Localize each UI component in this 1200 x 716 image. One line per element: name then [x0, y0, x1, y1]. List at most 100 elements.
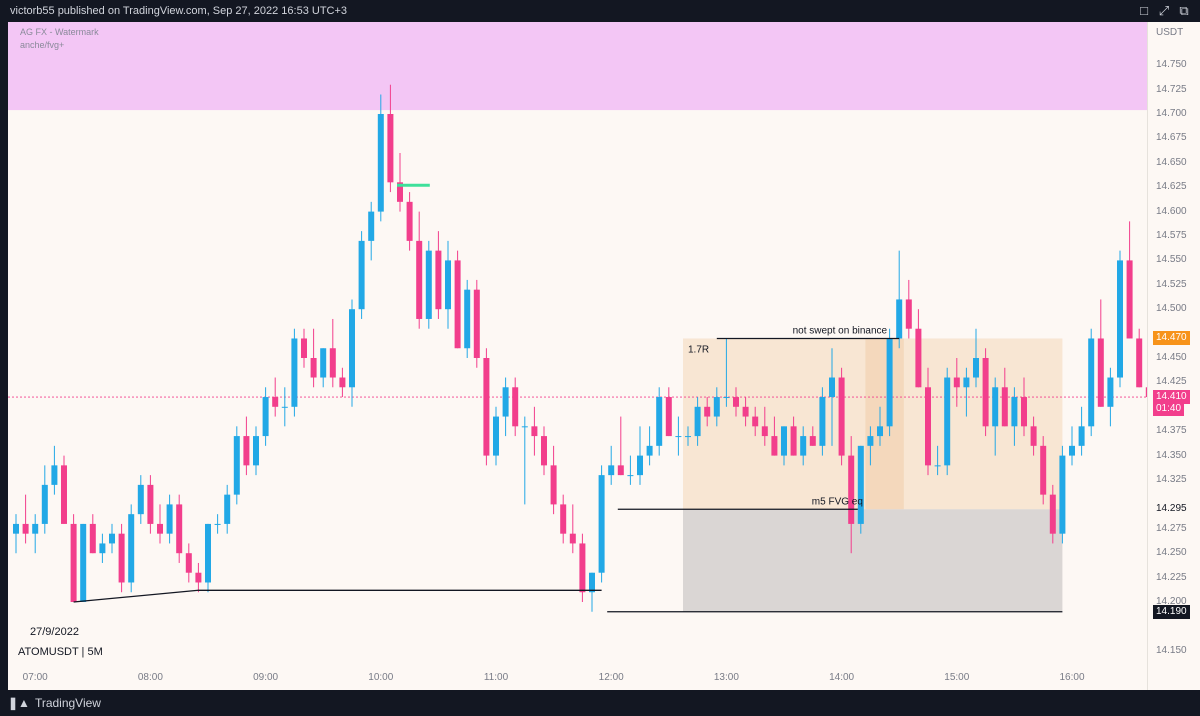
candle-body	[752, 416, 759, 427]
y-tick-label: 14.375	[1156, 425, 1187, 437]
candle-body	[934, 465, 941, 467]
candle-body	[656, 397, 663, 446]
candle-body	[646, 445, 653, 456]
candle-body	[1088, 338, 1095, 427]
price-axis[interactable]: 14.750 14.725 14.700 14.675 14.650 14.625 14.6…	[1147, 22, 1200, 690]
candle-body	[694, 406, 701, 437]
candle-body	[579, 543, 586, 593]
candle-body	[368, 211, 375, 241]
candle-body	[771, 436, 778, 456]
candle-body	[953, 377, 960, 388]
entry-highlight-zone	[865, 338, 904, 510]
x-tick-label: 09:00	[253, 672, 278, 683]
x-tick-label: 14:00	[829, 672, 854, 683]
stop-price-tag: 14.190	[1153, 604, 1190, 619]
candle-body	[464, 289, 471, 349]
candle-body	[1040, 445, 1047, 495]
y-tick-label: 14.700	[1156, 108, 1187, 119]
candle-body	[1136, 338, 1143, 388]
x-tick-label: 13:00	[714, 672, 739, 683]
candle-body	[560, 504, 567, 534]
candle-body	[733, 397, 739, 407]
fvg-eq-label: m5 FVG eq	[812, 496, 863, 507]
candle-body	[925, 387, 931, 466]
candle-body	[1078, 426, 1085, 446]
candle-body	[790, 426, 797, 456]
target-price-tag: 14.470	[1153, 331, 1190, 346]
candle-body	[70, 523, 77, 602]
candle-body	[742, 406, 749, 417]
candle-body	[416, 240, 423, 319]
y-tick-label: 14.525	[1156, 278, 1187, 290]
current-price-tag: 14.410	[1153, 390, 1190, 405]
candle-body	[329, 348, 336, 378]
y-tick-label: 14.500	[1156, 303, 1187, 315]
x-tick-label: 15:00	[944, 672, 969, 683]
candle-body	[809, 436, 816, 446]
candle-body	[1107, 377, 1114, 407]
candlestick-chart[interactable]: 1.7R not swept on binance m5 FVG eq 07:00 08…	[8, 22, 1147, 690]
candle-body	[905, 299, 912, 329]
candle-body	[915, 328, 922, 388]
candle-body	[819, 397, 826, 446]
candle-body	[598, 475, 605, 573]
candle-body	[800, 436, 807, 456]
candle-body	[291, 338, 298, 407]
candle-body	[944, 377, 951, 466]
y-tick-label: 14.675	[1156, 132, 1187, 144]
date-label: 27/9/2022	[30, 626, 79, 638]
candle-body	[272, 397, 279, 407]
candle-body	[973, 358, 979, 378]
candle-body	[166, 504, 173, 534]
y-tick-label: 14.750	[1156, 59, 1187, 71]
candle-body	[982, 358, 989, 427]
candle-body	[1117, 260, 1123, 378]
share-icon[interactable]: ⧉	[1179, 3, 1189, 18]
y-tick-label: 14.250	[1156, 547, 1187, 559]
publisher-text: victorb55 published on TradingView.com, …	[10, 5, 348, 17]
symbol-label: ATOMUSDT | 5M	[18, 646, 103, 658]
fvg-eq-price-tag: 14.295	[1153, 502, 1190, 517]
candle-body	[377, 114, 384, 212]
candle-body	[310, 358, 317, 378]
candle-body	[339, 377, 346, 388]
candle-body	[541, 436, 547, 466]
chart-plot-area[interactable]: 1.7R not swept on binance m5 FVG eq 07:00 08…	[8, 22, 1147, 690]
candle-body	[675, 436, 682, 438]
candle-body	[521, 426, 528, 428]
x-tick-label: 07:00	[23, 672, 48, 683]
candle-body	[502, 387, 509, 417]
candle-body	[195, 572, 202, 583]
candle-body	[550, 465, 557, 505]
candle-body	[857, 445, 864, 524]
candle-body	[243, 436, 250, 466]
candle-body	[51, 465, 58, 485]
candle-body	[473, 289, 480, 358]
candle-body	[281, 406, 288, 408]
candle-body	[829, 377, 835, 398]
candle-body	[685, 436, 691, 438]
candle-body	[569, 533, 576, 544]
stop-zone	[683, 509, 1063, 612]
x-tick-label: 08:00	[138, 672, 163, 683]
not-swept-label: not swept on binance	[793, 325, 888, 336]
camera-icon[interactable]: □	[1140, 3, 1148, 18]
candle-body	[137, 484, 144, 515]
candle-body	[512, 387, 519, 427]
x-tick-label: 11:00	[484, 672, 509, 683]
candle-body	[80, 523, 87, 602]
candle-body	[1059, 455, 1066, 534]
candle-body	[1049, 494, 1056, 534]
y-tick-label: 14.550	[1156, 254, 1187, 266]
candle-body	[224, 494, 231, 524]
candle-body	[617, 465, 624, 476]
candle-body	[608, 465, 615, 476]
candle-body	[704, 406, 711, 417]
watermark-line-2: anche/fvg+	[20, 40, 65, 50]
candle-body	[61, 465, 67, 524]
candle-body	[493, 416, 499, 456]
candle-body	[589, 572, 595, 593]
candle-body	[761, 426, 768, 437]
fullscreen-icon[interactable]: ⤢	[1158, 3, 1170, 18]
candle-body	[425, 250, 432, 319]
